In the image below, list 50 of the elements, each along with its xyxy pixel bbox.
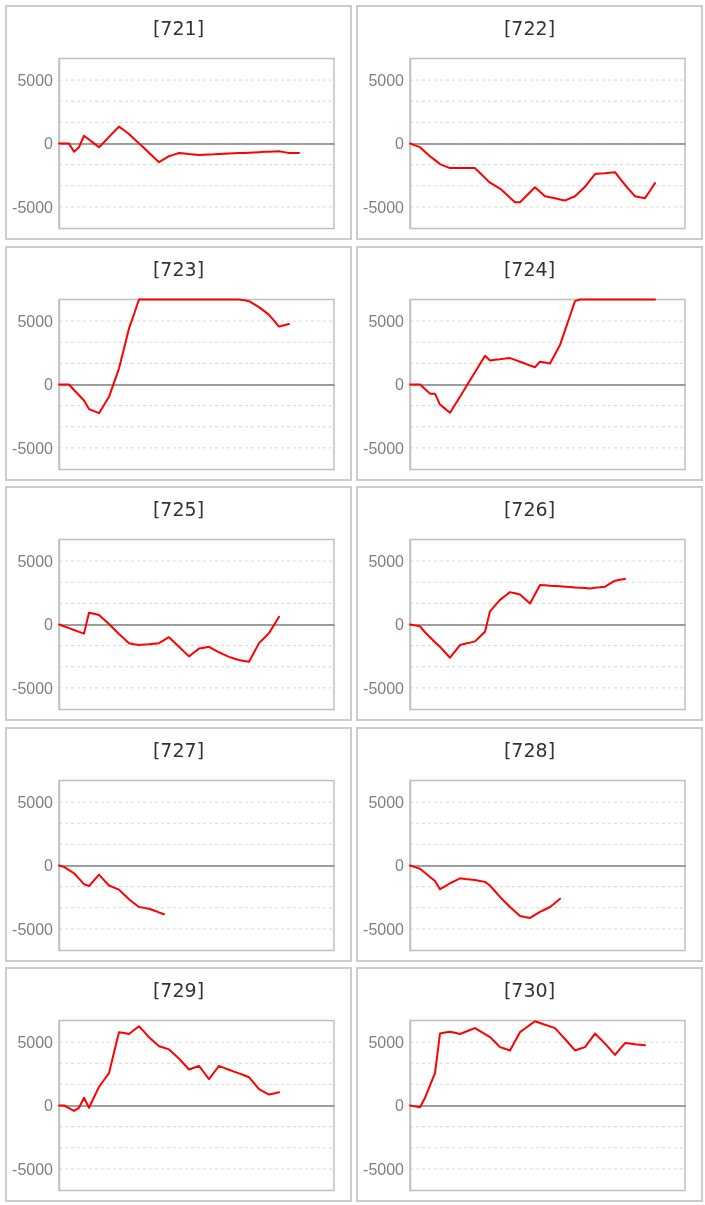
y-tick-label: 0	[44, 135, 54, 153]
y-tick-label: -5000	[363, 439, 405, 457]
chart-title: [729]	[152, 978, 205, 1001]
chart-title: [723]	[152, 257, 205, 279]
line-series	[409, 864, 561, 919]
line-series	[58, 125, 300, 164]
y-tick-label: 5000	[17, 793, 54, 811]
y-tick-label: -5000	[363, 920, 405, 938]
y-tick-label: 0	[44, 1097, 54, 1115]
chart-title: [728]	[503, 738, 556, 760]
y-tick-label: -5000	[12, 198, 54, 216]
line-series	[409, 1020, 646, 1109]
y-tick-label: -5000	[12, 439, 54, 457]
y-tick-label: 5000	[17, 71, 54, 89]
y-tick-label: 5000	[17, 312, 54, 330]
chart-title: [722]	[503, 16, 556, 39]
chart-title: [727]	[152, 738, 205, 760]
y-tick-label: 5000	[17, 1033, 54, 1051]
y-tick-label: -5000	[12, 920, 54, 938]
y-tick-label: 0	[395, 856, 405, 874]
chart-title: [730]	[503, 978, 556, 1001]
y-tick-label: 0	[44, 375, 54, 393]
y-tick-label: 5000	[368, 552, 405, 570]
y-tick-label: -5000	[12, 679, 54, 697]
y-tick-label: 5000	[368, 1033, 405, 1051]
y-tick-label: 0	[395, 135, 405, 153]
chart-title: [724]	[503, 257, 556, 279]
line-series	[409, 577, 626, 659]
line-series	[409, 298, 656, 414]
y-tick-label: -5000	[363, 198, 405, 216]
y-tick-label: -5000	[363, 1160, 405, 1178]
line-series	[58, 298, 290, 414]
line-series	[58, 864, 165, 915]
line-series	[58, 611, 280, 663]
y-tick-label: 5000	[368, 793, 405, 811]
y-tick-label: 0	[395, 616, 405, 634]
y-tick-label: -5000	[12, 1160, 54, 1178]
line-series	[58, 1025, 280, 1112]
y-tick-label: 5000	[368, 71, 405, 89]
chart-title: [725]	[152, 497, 205, 520]
y-tick-label: -5000	[363, 679, 405, 697]
y-tick-label: 0	[44, 856, 54, 874]
chart-title: [721]	[152, 16, 205, 39]
y-tick-label: 5000	[368, 312, 405, 330]
y-tick-label: 5000	[17, 552, 54, 570]
y-tick-label: 0	[395, 375, 405, 393]
line-series	[409, 142, 656, 204]
y-tick-label: 0	[44, 616, 54, 634]
y-tick-label: 0	[395, 1097, 405, 1115]
chart-title: [726]	[503, 497, 556, 520]
